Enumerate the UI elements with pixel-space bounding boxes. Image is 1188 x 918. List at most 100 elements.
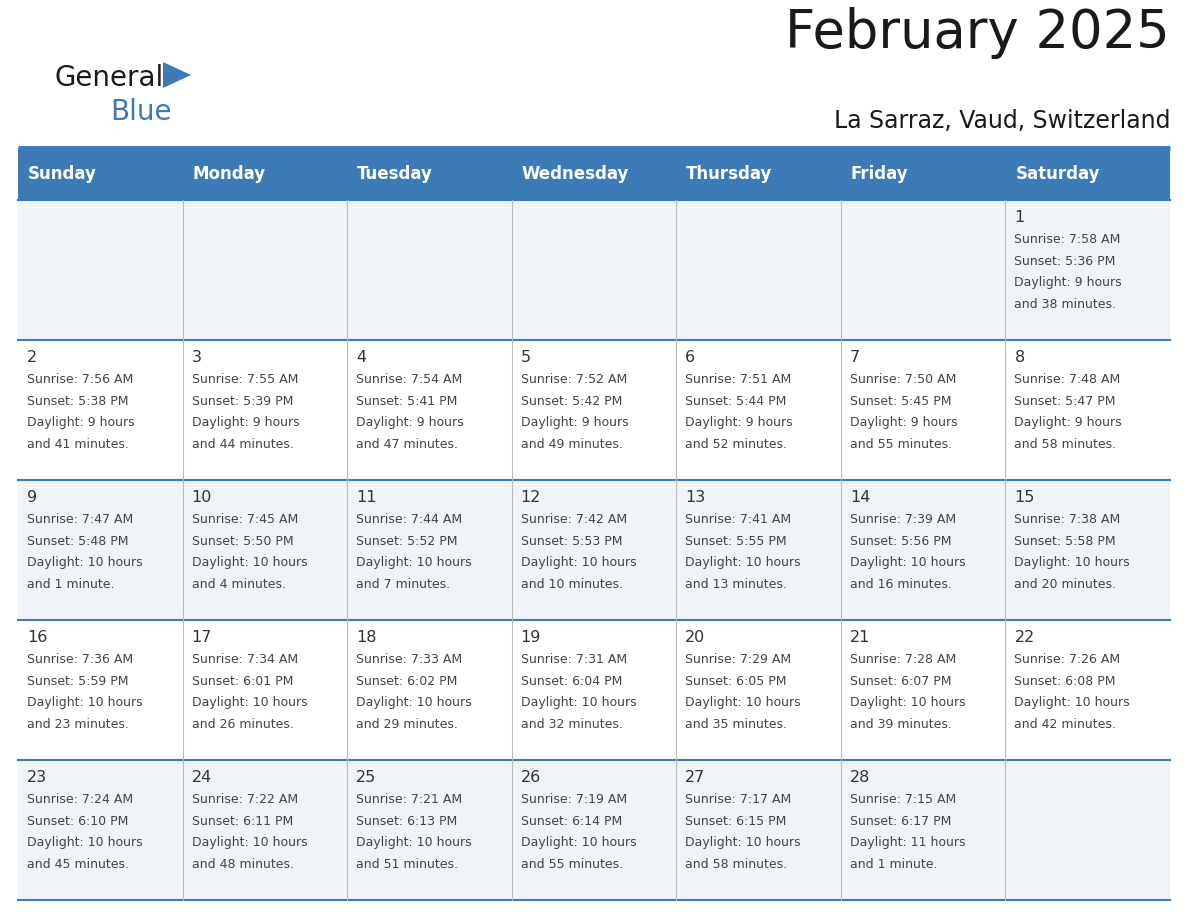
Text: and 26 minutes.: and 26 minutes. [191,718,293,731]
Text: 17: 17 [191,630,211,645]
Text: Sunrise: 7:29 AM: Sunrise: 7:29 AM [685,653,791,666]
Text: Daylight: 9 hours: Daylight: 9 hours [1015,417,1121,430]
Text: and 23 minutes.: and 23 minutes. [27,718,128,731]
Text: Sunrise: 7:26 AM: Sunrise: 7:26 AM [1015,653,1120,666]
Text: Sunset: 6:01 PM: Sunset: 6:01 PM [191,675,293,688]
Text: and 55 minutes.: and 55 minutes. [520,858,623,871]
Text: Daylight: 10 hours: Daylight: 10 hours [685,697,801,710]
Text: and 51 minutes.: and 51 minutes. [356,858,459,871]
Text: Daylight: 10 hours: Daylight: 10 hours [191,697,308,710]
Text: and 39 minutes.: and 39 minutes. [849,718,952,731]
Text: Daylight: 11 hours: Daylight: 11 hours [849,836,966,849]
Text: Daylight: 10 hours: Daylight: 10 hours [685,556,801,569]
Text: General: General [55,64,164,92]
Text: 11: 11 [356,490,377,505]
Text: 5: 5 [520,350,531,365]
Text: Saturday: Saturday [1016,165,1100,183]
Text: Sunset: 5:48 PM: Sunset: 5:48 PM [27,534,128,548]
Text: and 49 minutes.: and 49 minutes. [520,438,623,451]
Text: and 4 minutes.: and 4 minutes. [191,578,285,591]
Text: Sunrise: 7:15 AM: Sunrise: 7:15 AM [849,793,956,806]
Text: and 52 minutes.: and 52 minutes. [685,438,788,451]
Text: Sunset: 5:59 PM: Sunset: 5:59 PM [27,675,128,688]
Text: Blue: Blue [110,98,171,126]
Text: Sunset: 5:42 PM: Sunset: 5:42 PM [520,395,623,408]
Text: Sunset: 6:15 PM: Sunset: 6:15 PM [685,814,786,828]
Text: Sunset: 6:04 PM: Sunset: 6:04 PM [520,675,623,688]
Text: Daylight: 10 hours: Daylight: 10 hours [520,697,637,710]
Text: Sunset: 5:45 PM: Sunset: 5:45 PM [849,395,952,408]
Text: and 41 minutes.: and 41 minutes. [27,438,128,451]
Text: Sunrise: 7:38 AM: Sunrise: 7:38 AM [1015,513,1120,526]
Text: and 35 minutes.: and 35 minutes. [685,718,788,731]
Text: Daylight: 10 hours: Daylight: 10 hours [27,836,143,849]
Bar [18,620,1170,760]
Text: Daylight: 9 hours: Daylight: 9 hours [1015,276,1121,289]
Text: 28: 28 [849,770,871,785]
Text: 1: 1 [1015,210,1025,225]
Text: Sunrise: 7:34 AM: Sunrise: 7:34 AM [191,653,298,666]
Text: Sunrise: 7:51 AM: Sunrise: 7:51 AM [685,373,791,386]
Text: and 29 minutes.: and 29 minutes. [356,718,459,731]
Text: 4: 4 [356,350,366,365]
Text: Sunday: Sunday [29,165,97,183]
Text: Daylight: 9 hours: Daylight: 9 hours [520,417,628,430]
Text: 26: 26 [520,770,541,785]
Text: Daylight: 9 hours: Daylight: 9 hours [356,417,463,430]
Text: Sunset: 6:17 PM: Sunset: 6:17 PM [849,814,952,828]
Text: Daylight: 10 hours: Daylight: 10 hours [356,556,472,569]
Text: Daylight: 9 hours: Daylight: 9 hours [849,417,958,430]
Text: Sunrise: 7:24 AM: Sunrise: 7:24 AM [27,793,133,806]
Text: February 2025: February 2025 [785,7,1170,59]
Bar [18,760,1170,900]
Text: and 16 minutes.: and 16 minutes. [849,578,952,591]
Text: and 55 minutes.: and 55 minutes. [849,438,952,451]
Bar [18,148,1170,200]
Text: Daylight: 9 hours: Daylight: 9 hours [27,417,134,430]
Text: Daylight: 10 hours: Daylight: 10 hours [685,836,801,849]
Text: Sunrise: 7:19 AM: Sunrise: 7:19 AM [520,793,627,806]
Text: Tuesday: Tuesday [358,165,432,183]
Text: Sunset: 5:50 PM: Sunset: 5:50 PM [191,534,293,548]
Text: Sunrise: 7:55 AM: Sunrise: 7:55 AM [191,373,298,386]
Text: 20: 20 [685,630,706,645]
Text: Daylight: 10 hours: Daylight: 10 hours [1015,697,1130,710]
Text: and 38 minutes.: and 38 minutes. [1015,298,1117,311]
Text: Daylight: 10 hours: Daylight: 10 hours [356,697,472,710]
Text: Sunset: 6:14 PM: Sunset: 6:14 PM [520,814,623,828]
Text: Sunrise: 7:41 AM: Sunrise: 7:41 AM [685,513,791,526]
Text: 15: 15 [1015,490,1035,505]
Polygon shape [163,62,191,88]
Text: 12: 12 [520,490,541,505]
Bar [18,480,1170,620]
Text: 21: 21 [849,630,871,645]
Text: and 48 minutes.: and 48 minutes. [191,858,293,871]
Text: Sunset: 6:11 PM: Sunset: 6:11 PM [191,814,292,828]
Text: Sunset: 5:36 PM: Sunset: 5:36 PM [1015,254,1116,268]
Text: Sunset: 5:56 PM: Sunset: 5:56 PM [849,534,952,548]
Text: and 20 minutes.: and 20 minutes. [1015,578,1117,591]
Text: 9: 9 [27,490,37,505]
Text: 14: 14 [849,490,871,505]
Text: Sunrise: 7:28 AM: Sunrise: 7:28 AM [849,653,956,666]
Text: Sunset: 5:47 PM: Sunset: 5:47 PM [1015,395,1116,408]
Text: Daylight: 10 hours: Daylight: 10 hours [356,836,472,849]
Text: Sunset: 5:55 PM: Sunset: 5:55 PM [685,534,786,548]
Text: and 44 minutes.: and 44 minutes. [191,438,293,451]
Text: Sunset: 5:58 PM: Sunset: 5:58 PM [1015,534,1116,548]
Text: Daylight: 10 hours: Daylight: 10 hours [1015,556,1130,569]
Text: Sunrise: 7:36 AM: Sunrise: 7:36 AM [27,653,133,666]
Text: 23: 23 [27,770,48,785]
Text: Sunrise: 7:48 AM: Sunrise: 7:48 AM [1015,373,1120,386]
Text: Sunrise: 7:50 AM: Sunrise: 7:50 AM [849,373,956,386]
Text: Sunrise: 7:21 AM: Sunrise: 7:21 AM [356,793,462,806]
Text: 18: 18 [356,630,377,645]
Text: 8: 8 [1015,350,1025,365]
Text: 10: 10 [191,490,211,505]
Text: Sunrise: 7:56 AM: Sunrise: 7:56 AM [27,373,133,386]
Text: 19: 19 [520,630,541,645]
Text: Sunset: 6:07 PM: Sunset: 6:07 PM [849,675,952,688]
Text: and 47 minutes.: and 47 minutes. [356,438,459,451]
Text: Sunrise: 7:42 AM: Sunrise: 7:42 AM [520,513,627,526]
Text: Sunrise: 7:22 AM: Sunrise: 7:22 AM [191,793,298,806]
